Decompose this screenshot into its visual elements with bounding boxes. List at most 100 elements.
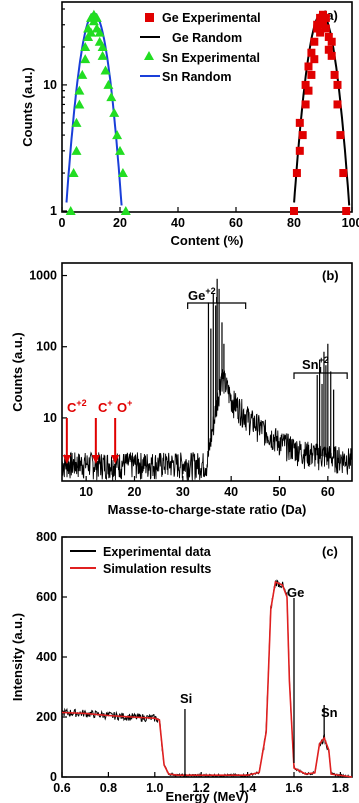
- sn-peak-label: Sn+2: [302, 355, 329, 372]
- sn-experimental-point: [97, 50, 108, 60]
- panel-a-ytick-label: 1: [50, 204, 57, 218]
- ge-experimental-point: [307, 48, 316, 57]
- panel-a-frame: [61, 1, 353, 213]
- o1-label: O+: [117, 398, 132, 415]
- sn-experimental-point: [112, 130, 123, 140]
- panel-b-xtick-label: 40: [224, 485, 238, 499]
- sn-bracket: [293, 367, 348, 379]
- sn-experimental-point: [80, 54, 91, 64]
- panel-c-xlabel: Energy (MeV): [165, 789, 248, 803]
- panel-c-xtick-label: 1.2: [193, 781, 210, 795]
- panel-b: (b) Counts (a.u.) Masse-to-charge-state …: [10, 262, 353, 517]
- c1-label: C+: [98, 398, 113, 415]
- sn-experimental-point: [103, 79, 114, 89]
- ion-arrow-head: [62, 455, 71, 464]
- panel-c-ytick-label: 400: [36, 650, 57, 664]
- panel-b-ylabel: Counts (a.u.): [10, 332, 25, 411]
- ion-arrow-head: [111, 455, 120, 464]
- sn-experimental-point: [86, 27, 96, 37]
- sn-experimental-point: [74, 85, 85, 95]
- ge-peak-label: Ge+2: [188, 286, 216, 303]
- mass-spectrum-trace: [61, 369, 353, 481]
- sn-experimental-point: [97, 41, 108, 51]
- panel-c-xtick-label: 1.6: [285, 781, 302, 795]
- panel-b-annotations: Ge+2 Sn+2 C+2 C+ O+: [62, 286, 348, 464]
- ge-experimental-point: [321, 24, 330, 33]
- sn-edge-label: Sn: [321, 705, 338, 720]
- ge-experimental-point: [304, 86, 313, 95]
- ge-experimental-point: [339, 169, 348, 178]
- ge-experimental-point: [327, 37, 336, 46]
- sn-experimental-point: [94, 27, 105, 37]
- panel-b-xlabel: Masse-to-charge-state ratio (Da): [108, 502, 307, 517]
- ge-experimental-point: [324, 45, 333, 54]
- ge-experimental-point: [342, 207, 351, 215]
- legend-ge-exp: Ge Experimental: [162, 11, 261, 25]
- ge-experimental-point: [310, 37, 319, 46]
- ge-experimental-point: [298, 131, 307, 140]
- ge-experimental-point: [321, 13, 330, 22]
- ge-experimental-point: [290, 207, 298, 215]
- panel-b-xtick-label: 50: [273, 485, 287, 499]
- ge-experimental-point: [336, 131, 345, 140]
- panel-c-ylabel: Intensity (a.u.): [10, 613, 25, 701]
- panel-c-ytick-label: 200: [36, 710, 57, 724]
- ge-experimental-point: [330, 70, 339, 79]
- ge-experimental-point: [333, 80, 342, 89]
- sn-experimental-point: [74, 99, 85, 109]
- c2-label: C+2: [67, 398, 87, 415]
- panel-a-xtick-label: 60: [229, 216, 243, 230]
- panel-c-label: (c): [322, 544, 338, 559]
- sn-experimental-point: [100, 65, 111, 75]
- sn-experimental-point: [68, 168, 79, 178]
- panel-b-xtick-label: 30: [176, 485, 190, 499]
- sn-experimental-point: [65, 206, 76, 215]
- ge-experimental-point: [324, 32, 333, 41]
- sn-experimental-point: [106, 92, 117, 102]
- ge-edge-label: Ge: [287, 585, 304, 600]
- legend-simulation: Simulation results: [103, 562, 211, 576]
- ge-experimental-point: [327, 51, 336, 60]
- ge-experimental-point: [295, 146, 304, 155]
- panel-a: (a) Counts (a.u.) Content (%) 0 20 40 60 80 1…: [20, 1, 359, 248]
- panel-c-xtick-label: 1.4: [239, 781, 256, 795]
- legend-sn-exp: Sn Experimental: [162, 51, 260, 65]
- ge-experimental-point: [301, 100, 310, 109]
- ge-experimental-point: [304, 62, 313, 71]
- panel-c-xtick-label: 1.0: [146, 781, 163, 795]
- legend-experimental: Experimental data: [103, 545, 212, 559]
- panel-a-legend: Ge Experimental Ge Random Sn Experimenta…: [140, 11, 261, 84]
- panel-a-ylabel: Counts (a.u.): [20, 67, 35, 146]
- panel-c: (c) Intensity (a.u.) Energy (MeV) 0.6 0.8…: [10, 530, 353, 803]
- panel-b-xtick-label: 20: [128, 485, 142, 499]
- ion-arrow-head: [91, 455, 100, 464]
- ge-bracket: [187, 297, 247, 309]
- legend-ge-exp-marker: [145, 13, 154, 22]
- sn-experimental-point: [71, 117, 82, 127]
- legend-ge-fit: Ge Random: [172, 31, 242, 45]
- panel-a-ytick-label: 10: [43, 78, 57, 92]
- panel-b-frame: [61, 262, 353, 482]
- sn-experimental-point: [71, 145, 82, 155]
- panel-b-ytick-label: 1000: [29, 269, 57, 283]
- ge-experimental-point: [313, 20, 322, 29]
- sn-experimental-point: [117, 168, 128, 178]
- panel-a-xlabel: Content (%): [171, 233, 244, 248]
- ge-experimental-point: [295, 118, 304, 127]
- panel-b-label: (b): [322, 268, 339, 283]
- sn-experimental-point: [120, 206, 131, 215]
- panel-c-xtick-label: 0.8: [100, 781, 117, 795]
- panel-c-xtick-label: 0.6: [53, 781, 70, 795]
- sn-experimental-point: [91, 12, 102, 22]
- ge-experimental-point: [333, 100, 342, 109]
- experimental-data-trace: [61, 579, 352, 779]
- si-edge-label: Si: [180, 691, 192, 706]
- panel-b-ytick-label: 10: [43, 411, 57, 425]
- sn-experimental-point: [80, 41, 91, 51]
- sn-experimental-point: [77, 69, 88, 79]
- panel-b-xtick-label: 60: [321, 485, 335, 499]
- sn-experimental-point: [115, 145, 125, 155]
- panel-a-xtick-label: 80: [287, 216, 301, 230]
- panel-c-ytick-label: 600: [36, 590, 57, 604]
- ge-experimental-point: [310, 55, 319, 64]
